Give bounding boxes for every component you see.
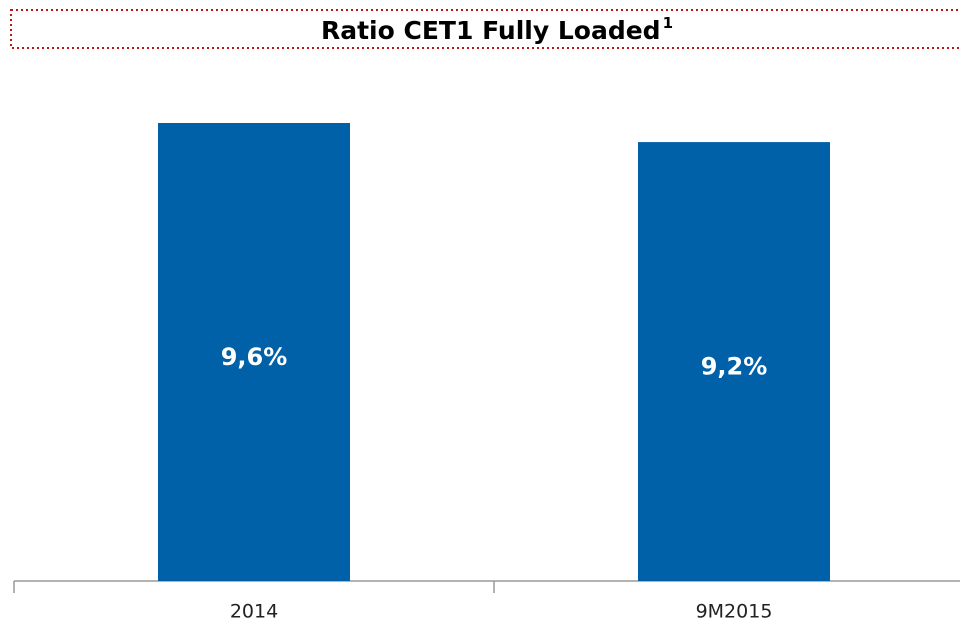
x-tick-label: 2014 (230, 601, 278, 623)
title-box (10, 9, 960, 49)
chart-title-text: Ratio CET1 Fully Loaded (321, 16, 661, 45)
chart-title: Ratio CET1 Fully Loaded 1 (321, 14, 673, 46)
value-label: 9,6% (221, 343, 288, 371)
bar (638, 142, 830, 582)
value-label: 9,2% (701, 353, 768, 381)
bar (158, 123, 350, 581)
x-tick-label: 9M2015 (696, 601, 773, 623)
title-footnote: 1 (663, 14, 673, 32)
